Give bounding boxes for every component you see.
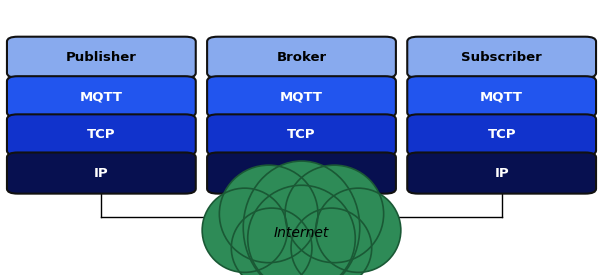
FancyBboxPatch shape (207, 76, 396, 117)
FancyBboxPatch shape (407, 114, 596, 155)
FancyBboxPatch shape (207, 153, 396, 193)
Ellipse shape (219, 165, 318, 263)
Ellipse shape (243, 161, 360, 278)
FancyBboxPatch shape (7, 76, 196, 117)
Text: Subscriber: Subscriber (461, 51, 542, 64)
FancyBboxPatch shape (207, 114, 396, 155)
FancyBboxPatch shape (407, 153, 596, 193)
Text: MQTT: MQTT (80, 90, 123, 103)
Text: Internet: Internet (274, 226, 329, 240)
Text: TCP: TCP (87, 128, 116, 142)
Ellipse shape (248, 185, 355, 278)
Text: Broker: Broker (276, 51, 327, 64)
FancyBboxPatch shape (7, 37, 196, 78)
Ellipse shape (232, 208, 312, 278)
FancyBboxPatch shape (407, 76, 596, 117)
Text: IP: IP (94, 167, 109, 180)
Text: IP: IP (294, 167, 309, 180)
Text: MQTT: MQTT (280, 90, 323, 103)
Text: TCP: TCP (287, 128, 316, 142)
Ellipse shape (316, 188, 401, 272)
Ellipse shape (291, 208, 371, 278)
FancyBboxPatch shape (207, 37, 396, 78)
FancyBboxPatch shape (7, 153, 196, 193)
Text: MQTT: MQTT (480, 90, 523, 103)
Text: IP: IP (494, 167, 509, 180)
FancyBboxPatch shape (407, 37, 596, 78)
Text: TCP: TCP (487, 128, 516, 142)
Ellipse shape (202, 188, 287, 272)
FancyBboxPatch shape (7, 114, 196, 155)
Ellipse shape (285, 165, 384, 263)
Text: Publisher: Publisher (66, 51, 137, 64)
